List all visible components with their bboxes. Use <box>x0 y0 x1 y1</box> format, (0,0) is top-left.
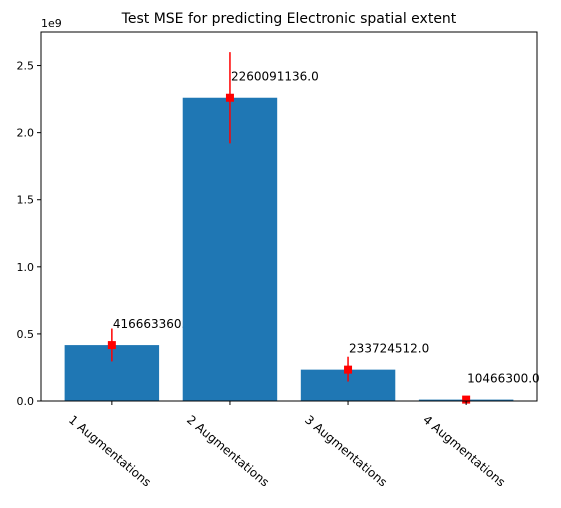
plot-area: 0.0 0.5 1.0 1.5 2.0 2.5 416663360.0 1 Augmentat… <box>17 52 540 489</box>
y-axis-offset-label: 1e9 <box>41 17 62 30</box>
mean-marker <box>344 365 353 374</box>
data-label: 416663360.0 <box>113 317 193 331</box>
x-tick-label: 3 Augmentations <box>302 413 390 490</box>
bar <box>182 97 278 401</box>
mean-marker <box>225 93 234 102</box>
y-tick-label: 1.5 <box>17 194 35 207</box>
x-tick-label: 4 Augmentations <box>420 413 508 490</box>
y-tick-label: 0.0 <box>17 395 35 408</box>
y-tick-label: 2.0 <box>17 127 35 140</box>
x-tick-label: 1 Augmentations <box>66 413 154 490</box>
data-label: 2260091136.0 <box>231 70 319 84</box>
data-label: 233724512.0 <box>349 342 429 356</box>
x-tick-label: 2 Augmentations <box>184 413 272 490</box>
y-tick-label: 1.0 <box>17 261 35 274</box>
y-tick-label: 2.5 <box>17 60 35 73</box>
chart-title: Test MSE for predicting Electronic spati… <box>121 11 457 27</box>
plot-frame <box>40 31 538 402</box>
mean-marker <box>462 395 471 404</box>
data-label: 10466300.0 <box>467 372 540 386</box>
mean-marker <box>107 341 116 350</box>
y-tick-label: 0.5 <box>17 328 35 341</box>
